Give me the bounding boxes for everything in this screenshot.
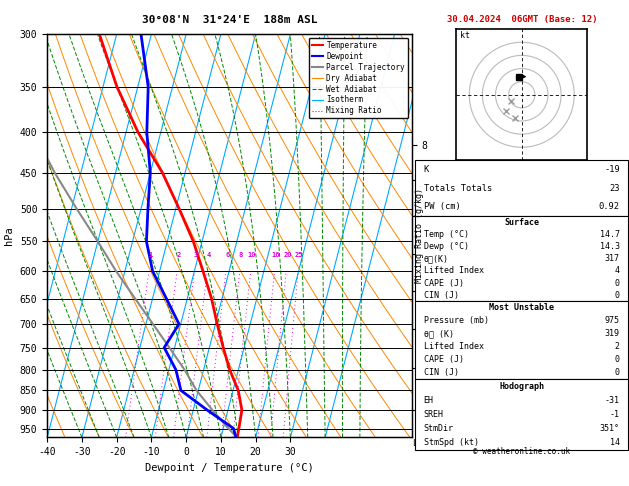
Text: 317: 317 <box>605 254 620 263</box>
Text: 3: 3 <box>194 252 198 258</box>
Text: Dewp (°C): Dewp (°C) <box>424 242 469 251</box>
Text: 351°: 351° <box>600 424 620 433</box>
Text: CAPE (J): CAPE (J) <box>424 355 464 364</box>
Text: K: K <box>424 165 429 174</box>
Text: 4: 4 <box>207 252 211 258</box>
Text: 319: 319 <box>605 329 620 338</box>
Text: Lifted Index: Lifted Index <box>424 266 484 276</box>
Text: Pressure (mb): Pressure (mb) <box>424 316 489 325</box>
Text: 0: 0 <box>615 355 620 364</box>
X-axis label: Dewpoint / Temperature (°C): Dewpoint / Temperature (°C) <box>145 463 314 473</box>
Text: -1: -1 <box>610 410 620 419</box>
Text: -19: -19 <box>604 165 620 174</box>
Text: StmSpd (kt): StmSpd (kt) <box>424 438 479 447</box>
Text: © weatheronline.co.uk: © weatheronline.co.uk <box>473 447 571 456</box>
Text: 2: 2 <box>615 342 620 351</box>
Text: 25: 25 <box>295 252 303 258</box>
Text: LCL: LCL <box>413 439 427 449</box>
Text: PW (cm): PW (cm) <box>424 203 460 211</box>
Text: 8: 8 <box>239 252 243 258</box>
Text: Hodograph: Hodograph <box>499 382 544 391</box>
Text: 4: 4 <box>615 266 620 276</box>
Text: Most Unstable: Most Unstable <box>489 303 554 312</box>
Text: EH: EH <box>424 396 433 405</box>
Text: 0: 0 <box>615 278 620 288</box>
Text: Mixing Ratio (g/kg): Mixing Ratio (g/kg) <box>415 188 424 283</box>
Text: -31: -31 <box>605 396 620 405</box>
Text: CIN (J): CIN (J) <box>424 291 459 300</box>
Text: θᴇ(K): θᴇ(K) <box>424 254 448 263</box>
Text: 14: 14 <box>610 438 620 447</box>
Text: 1: 1 <box>148 252 153 258</box>
Text: Surface: Surface <box>504 218 539 227</box>
Text: Totals Totals: Totals Totals <box>424 184 492 193</box>
Text: SREH: SREH <box>424 410 443 419</box>
Text: 16: 16 <box>272 252 280 258</box>
Text: 0: 0 <box>615 368 620 377</box>
Y-axis label: km
ASL: km ASL <box>430 227 452 244</box>
Text: 0: 0 <box>615 291 620 300</box>
Y-axis label: hPa: hPa <box>4 226 14 245</box>
Text: 14.7: 14.7 <box>600 230 620 239</box>
Text: 23: 23 <box>610 184 620 193</box>
Text: 2: 2 <box>177 252 181 258</box>
Text: 10: 10 <box>248 252 256 258</box>
Text: 30°08'N  31°24'E  188m ASL: 30°08'N 31°24'E 188m ASL <box>142 15 318 25</box>
Text: 30.04.2024  06GMT (Base: 12): 30.04.2024 06GMT (Base: 12) <box>447 15 597 24</box>
Text: Lifted Index: Lifted Index <box>424 342 484 351</box>
Text: 0.92: 0.92 <box>599 203 620 211</box>
Text: 6: 6 <box>225 252 230 258</box>
Text: CIN (J): CIN (J) <box>424 368 459 377</box>
Text: 20: 20 <box>283 252 292 258</box>
Text: θᴇ (K): θᴇ (K) <box>424 329 454 338</box>
Text: StmDir: StmDir <box>424 424 454 433</box>
Text: CAPE (J): CAPE (J) <box>424 278 464 288</box>
Text: Temp (°C): Temp (°C) <box>424 230 469 239</box>
Legend: Temperature, Dewpoint, Parcel Trajectory, Dry Adiabat, Wet Adiabat, Isotherm, Mi: Temperature, Dewpoint, Parcel Trajectory… <box>309 38 408 119</box>
Text: kt: kt <box>460 31 470 40</box>
Text: 975: 975 <box>605 316 620 325</box>
Text: 14.3: 14.3 <box>600 242 620 251</box>
